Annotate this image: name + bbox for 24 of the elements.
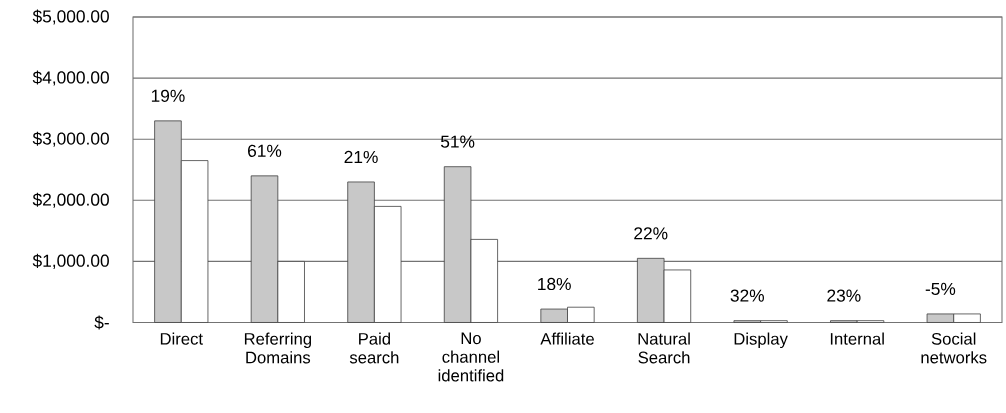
x-tick-label: Internal	[830, 332, 884, 345]
y-tick-label: $3,000.00	[32, 131, 109, 147]
x-tick-label: Paid search	[349, 332, 399, 364]
y-tick-label: $2,000.00	[32, 192, 109, 208]
annotation: 51%	[440, 135, 475, 148]
x-tick-label: Referring Domains	[244, 332, 312, 364]
y-tick-label: $1,000.00	[32, 253, 109, 269]
x-tick-label: Social networks	[921, 332, 987, 364]
annotation: 18%	[538, 277, 571, 291]
annotation: -5%	[925, 282, 956, 295]
annotation: 22%	[634, 227, 668, 240]
annotation: 32%	[730, 289, 764, 302]
annotation: 23%	[827, 289, 861, 302]
x-tick-label: Natural Search	[638, 332, 690, 364]
annotation: 21%	[344, 150, 378, 164]
y-tick-label: $-	[94, 315, 109, 330]
annotation: 61%	[248, 144, 282, 157]
x-tick-label: Affiliate	[540, 332, 594, 345]
x-tick-label: Display	[734, 332, 788, 349]
x-tick-label: Direct	[160, 332, 203, 345]
y-tick-label: $4,000.00	[32, 70, 109, 86]
x-tick-label: No channel identified	[438, 332, 504, 382]
annotation: 19%	[151, 89, 185, 102]
y-tick-label: $5,000.00	[32, 9, 109, 25]
